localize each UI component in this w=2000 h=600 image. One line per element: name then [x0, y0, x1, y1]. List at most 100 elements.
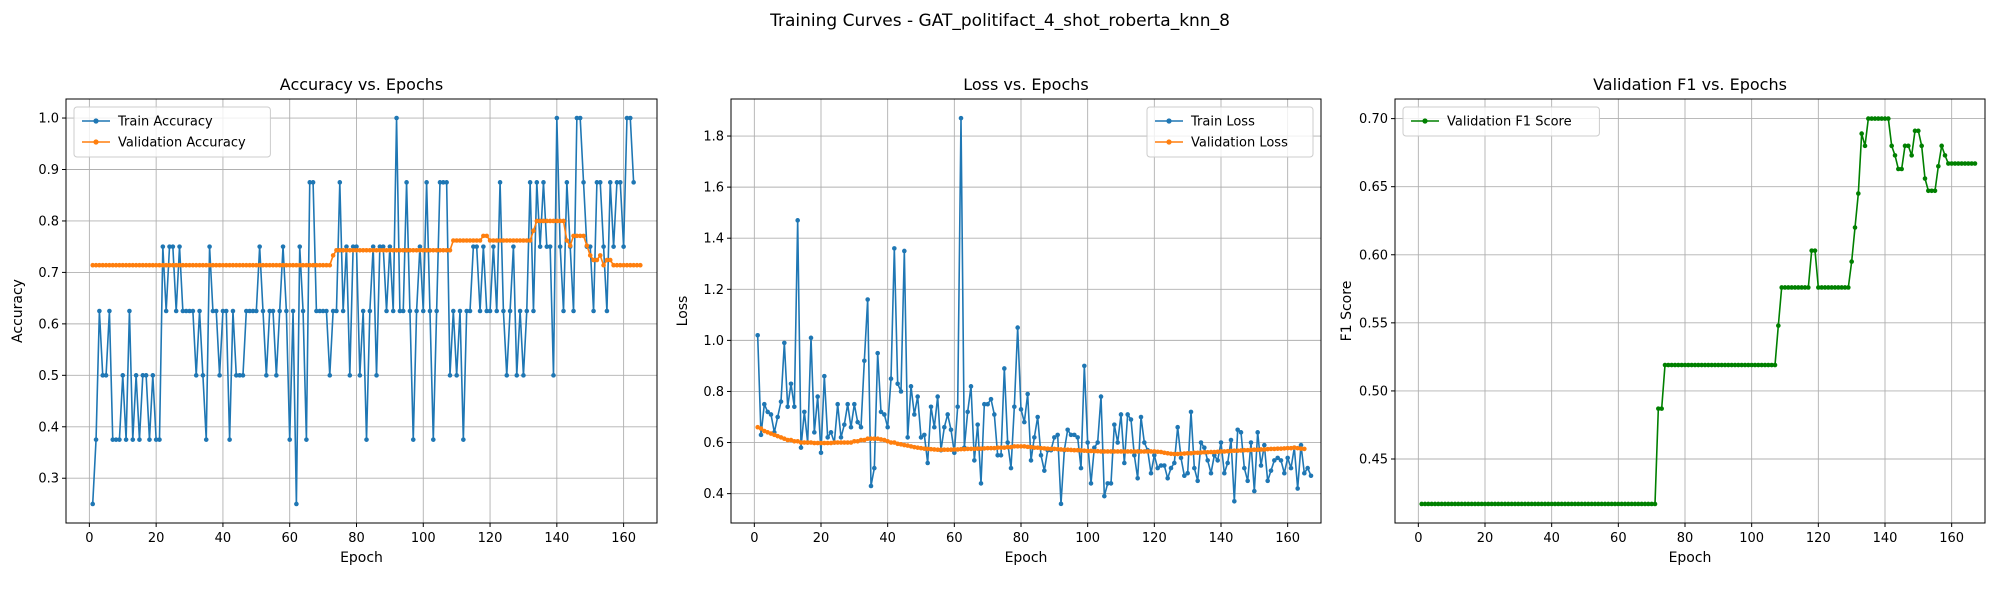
data-point: [1589, 501, 1594, 507]
data-point: [1085, 440, 1090, 445]
axes-frame: [730, 98, 1322, 524]
data-point: [1842, 285, 1848, 290]
y-tick-label: 1.8: [703, 130, 724, 145]
data-point: [1486, 501, 1491, 507]
y-tick-label: 0.3: [38, 472, 59, 487]
data-point: [1856, 191, 1861, 196]
legend-label: Validation F1 Score: [1447, 115, 1572, 130]
data-point: [968, 446, 974, 452]
data-point: [955, 447, 960, 452]
data-point: [1012, 404, 1017, 410]
data-point: [1212, 453, 1217, 458]
data-point: [90, 262, 96, 268]
data-point: [574, 115, 580, 121]
data-point: [985, 401, 990, 407]
data-point: [531, 228, 536, 234]
data-point: [334, 308, 339, 314]
data-point: [1722, 362, 1728, 368]
data-point: [374, 373, 379, 378]
data-point: [1656, 406, 1661, 411]
data-point: [1278, 446, 1284, 451]
data-point: [217, 373, 222, 378]
data-point: [240, 373, 246, 378]
data-point: [557, 218, 563, 224]
data-point: [317, 262, 323, 268]
data-point: [1118, 449, 1124, 454]
figure-suptitle: Training Curves - GAT_politifact_4_shot_…: [769, 11, 1230, 31]
data-point: [310, 180, 316, 185]
data-point: [113, 262, 119, 268]
data-point: [534, 180, 540, 185]
x-tick-label: 140: [1873, 531, 1898, 546]
data-point: [1078, 448, 1084, 453]
data-point: [815, 394, 820, 399]
data-point: [785, 404, 790, 410]
data-point: [193, 373, 199, 378]
data-point: [952, 450, 957, 456]
legend-label: Validation Loss: [1191, 136, 1288, 151]
data-point: [1499, 501, 1504, 507]
data-point: [407, 308, 413, 314]
data-point: [982, 401, 987, 407]
data-point: [497, 180, 503, 185]
data-point: [203, 262, 209, 268]
data-point: [123, 437, 129, 442]
data-point: [561, 308, 566, 314]
data-point: [504, 373, 510, 378]
data-point: [935, 447, 940, 452]
data-point: [467, 308, 473, 314]
data-point: [400, 308, 406, 314]
data-point: [1272, 458, 1277, 463]
data-point: [1956, 161, 1961, 166]
data-point: [364, 247, 369, 253]
data-point: [1235, 427, 1240, 433]
data-point: [417, 247, 423, 253]
data-point: [1305, 465, 1310, 471]
data-point: [103, 262, 109, 268]
data-point: [1779, 285, 1784, 290]
data-point: [93, 437, 99, 442]
data-point: [173, 308, 179, 314]
data-point: [183, 262, 189, 268]
data-point: [1282, 470, 1287, 476]
data-point: [1712, 362, 1718, 368]
data-point: [1569, 501, 1574, 507]
data-point: [918, 435, 924, 440]
y-tick-label: 0.4: [703, 487, 724, 502]
data-point: [988, 396, 994, 402]
data-point: [762, 401, 767, 407]
data-point: [968, 384, 974, 389]
data-point: [815, 440, 820, 446]
data-point: [1606, 501, 1611, 507]
data-point: [307, 262, 313, 268]
data-point: [1248, 447, 1254, 453]
data-point: [514, 238, 520, 243]
data-point: [210, 308, 216, 314]
data-point: [367, 308, 373, 314]
data-point: [1165, 476, 1170, 481]
data-point: [1792, 285, 1798, 290]
data-point: [571, 233, 576, 239]
data-point: [377, 244, 383, 249]
chart-panel-3: Validation F1 vs. Epochs 0 20 40 60 80 100 120 1…: [1339, 75, 1986, 566]
x-tick-label: 60: [281, 531, 298, 546]
data-point: [1876, 116, 1881, 121]
data-point: [491, 244, 496, 249]
data-point: [173, 262, 179, 268]
data-point: [908, 384, 914, 389]
data-point: [852, 401, 857, 407]
data-point: [1426, 501, 1431, 507]
data-point: [865, 436, 870, 442]
data-point: [557, 244, 563, 249]
data-point: [1449, 501, 1454, 507]
data-point: [471, 244, 476, 249]
data-point: [928, 404, 934, 410]
data-point: [190, 262, 196, 268]
data-point: [1288, 465, 1294, 471]
data-point: [1882, 116, 1888, 121]
data-point: [1092, 448, 1097, 454]
data-point: [541, 218, 546, 224]
data-point: [1268, 446, 1274, 452]
legend-label: Train Loss: [1190, 115, 1255, 130]
data-point: [925, 460, 930, 466]
